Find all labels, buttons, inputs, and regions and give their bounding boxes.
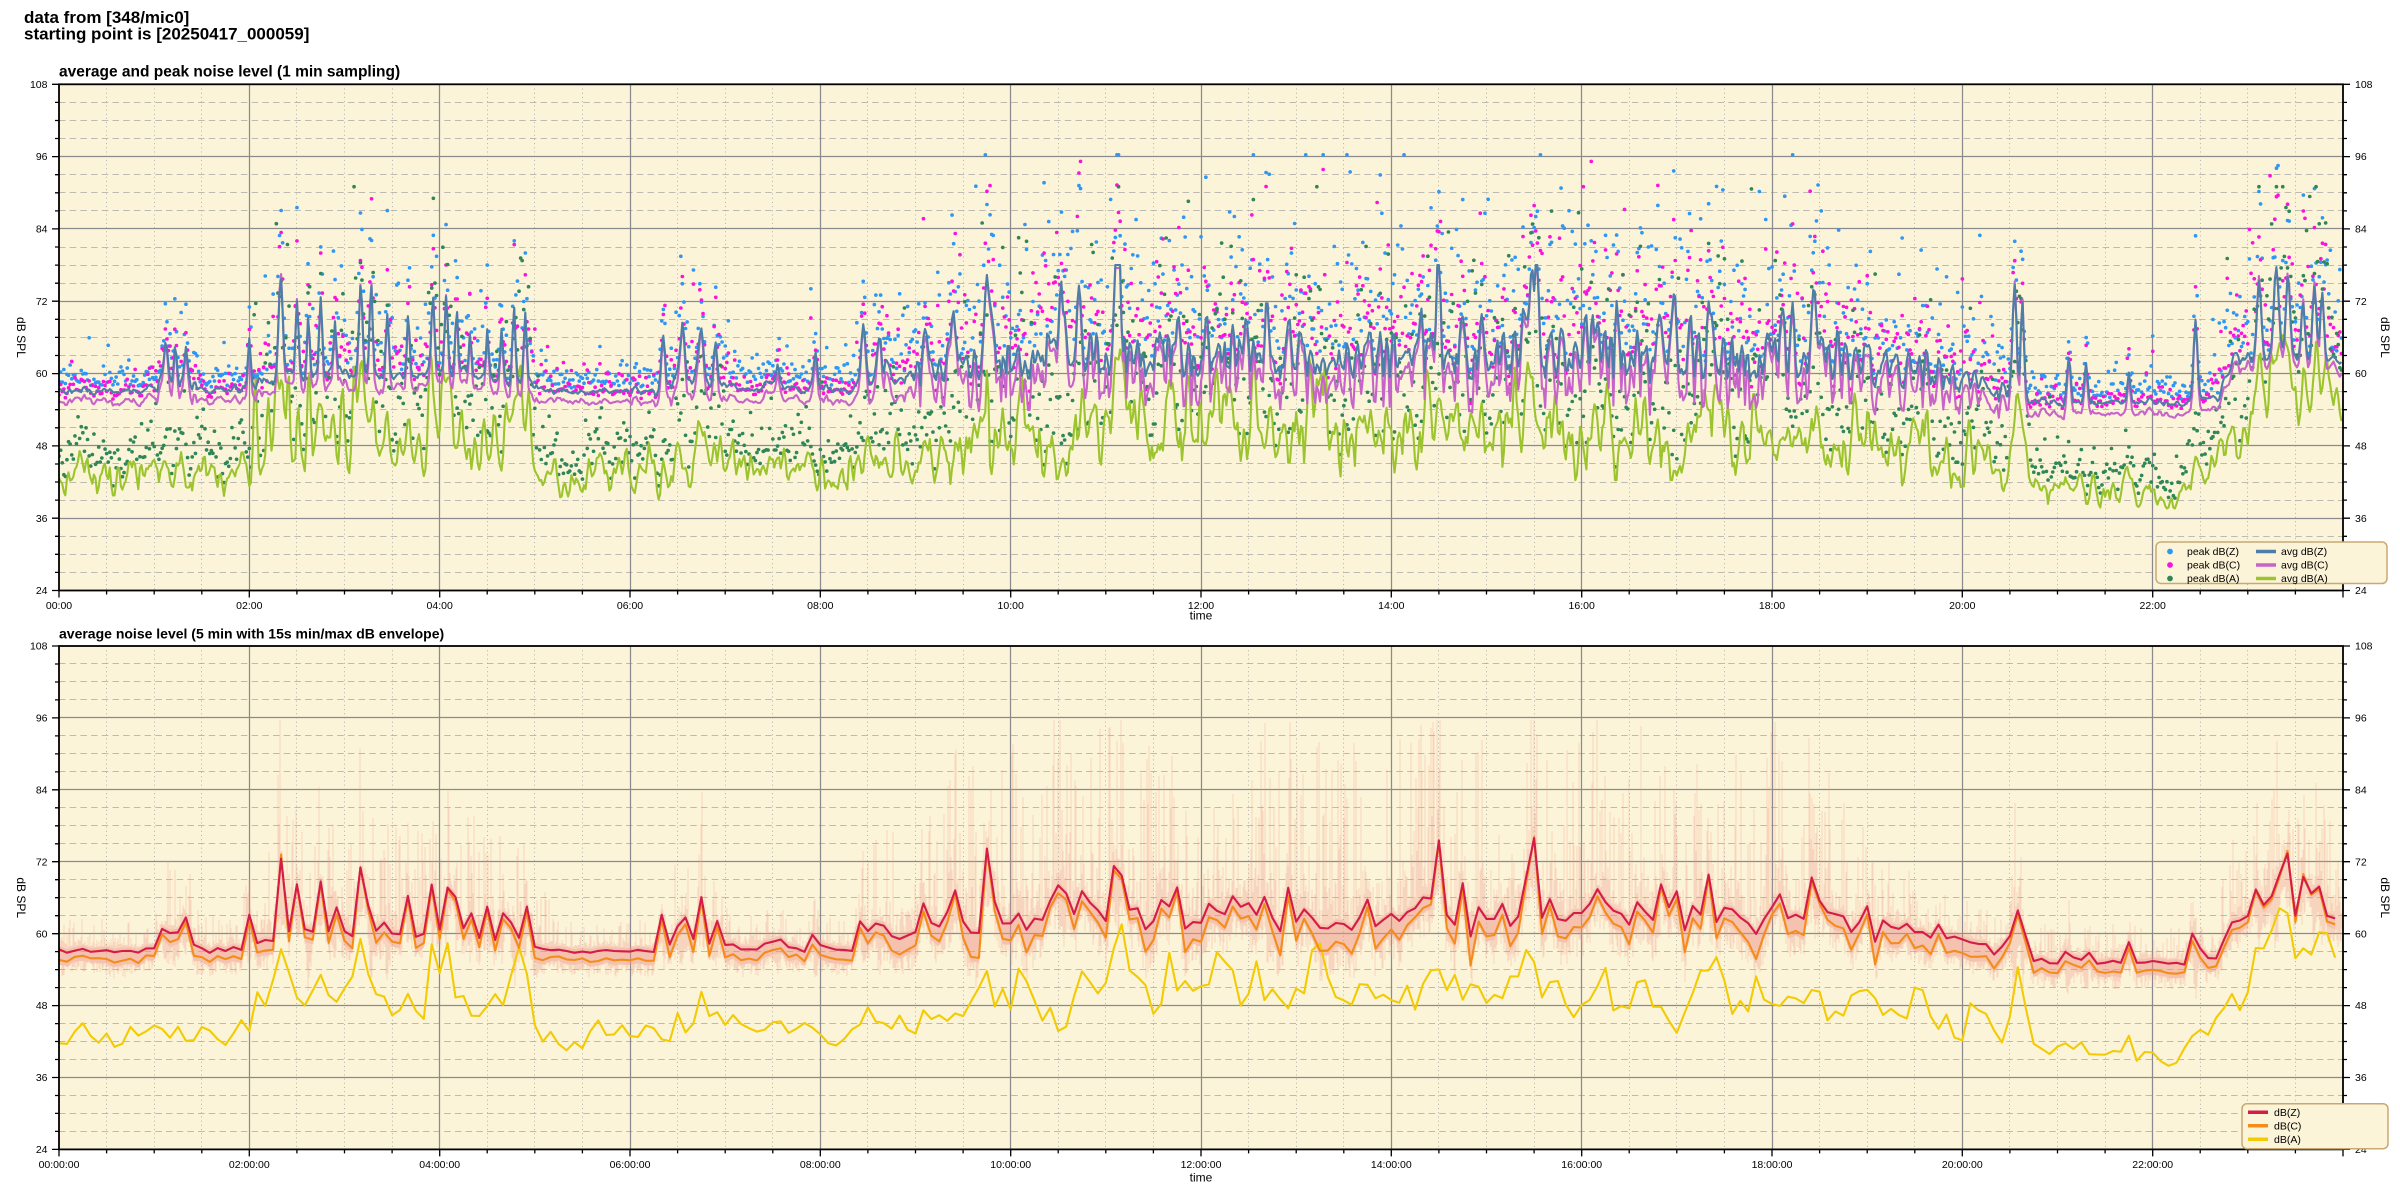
svg-text:72: 72 [36,296,48,308]
svg-text:02:00: 02:00 [236,600,262,612]
svg-text:12:00:00: 12:00:00 [1181,1159,1222,1171]
svg-text:dB SPL: dB SPL [2378,317,2392,358]
svg-text:14:00: 14:00 [1378,600,1404,612]
svg-text:72: 72 [2355,296,2367,308]
svg-text:14:00:00: 14:00:00 [1371,1159,1412,1171]
svg-text:84: 84 [2355,784,2367,796]
svg-text:18:00:00: 18:00:00 [1752,1159,1793,1171]
svg-text:18:00: 18:00 [1759,600,1785,612]
svg-text:60: 60 [2355,928,2367,940]
svg-text:dB SPL: dB SPL [14,317,28,358]
svg-text:06:00: 06:00 [617,600,643,612]
svg-text:60: 60 [36,368,48,380]
svg-text:84: 84 [36,224,48,236]
svg-text:24: 24 [2355,585,2367,597]
svg-text:36: 36 [2355,513,2367,525]
svg-text:108: 108 [30,641,48,653]
svg-text:108: 108 [2355,79,2373,91]
svg-text:02:00:00: 02:00:00 [229,1159,270,1171]
svg-text:avg dB(Z): avg dB(Z) [2281,546,2327,558]
svg-text:108: 108 [30,79,48,91]
svg-text:dB SPL: dB SPL [2378,877,2392,918]
svg-text:starting point is [20250417_00: starting point is [20250417_000059] [24,24,309,43]
svg-text:dB(C): dB(C) [2274,1121,2301,1133]
svg-text:72: 72 [2355,856,2367,868]
svg-text:60: 60 [2355,368,2367,380]
svg-text:96: 96 [36,151,48,163]
svg-text:96: 96 [2355,713,2367,725]
svg-text:dB(A): dB(A) [2274,1134,2301,1146]
svg-text:04:00: 04:00 [427,600,453,612]
svg-text:60: 60 [36,928,48,940]
svg-text:average noise level (5 min wit: average noise level (5 min with 15s min/… [59,625,444,641]
svg-text:08:00:00: 08:00:00 [800,1159,841,1171]
svg-text:10:00:00: 10:00:00 [990,1159,1031,1171]
svg-text:time: time [1190,609,1213,623]
svg-text:time: time [1190,1171,1213,1185]
svg-text:04:00:00: 04:00:00 [419,1159,460,1171]
svg-text:average and peak noise level (: average and peak noise level (1 min samp… [59,64,400,81]
svg-text:36: 36 [2355,1072,2367,1084]
svg-text:dB SPL: dB SPL [14,877,28,918]
svg-text:peak dB(C): peak dB(C) [2187,560,2240,572]
svg-text:avg dB(A): avg dB(A) [2281,573,2328,585]
svg-text:12:00: 12:00 [1188,600,1214,612]
svg-text:06:00:00: 06:00:00 [610,1159,651,1171]
svg-text:08:00: 08:00 [807,600,833,612]
svg-text:36: 36 [36,513,48,525]
svg-text:96: 96 [36,713,48,725]
svg-text:48: 48 [2355,441,2367,453]
svg-text:96: 96 [2355,151,2367,163]
svg-text:24: 24 [36,1144,48,1156]
svg-text:22:00: 22:00 [2140,600,2166,612]
svg-text:72: 72 [36,856,48,868]
svg-text:data from [348/mic0]: data from [348/mic0] [24,8,189,27]
svg-text:dB(Z): dB(Z) [2274,1107,2300,1119]
svg-text:24: 24 [36,585,48,597]
svg-text:48: 48 [36,441,48,453]
svg-text:00:00:00: 00:00:00 [39,1159,80,1171]
svg-text:48: 48 [36,1000,48,1012]
svg-text:84: 84 [2355,224,2367,236]
svg-text:avg dB(C): avg dB(C) [2281,560,2328,572]
svg-text:24: 24 [2355,1144,2367,1156]
svg-text:peak dB(A): peak dB(A) [2187,573,2240,585]
svg-text:00:00: 00:00 [46,600,72,612]
svg-text:peak dB(Z): peak dB(Z) [2187,546,2239,558]
svg-text:84: 84 [36,784,48,796]
svg-text:36: 36 [36,1072,48,1084]
svg-text:16:00: 16:00 [1569,600,1595,612]
svg-text:22:00:00: 22:00:00 [2132,1159,2173,1171]
svg-text:10:00: 10:00 [998,600,1024,612]
svg-text:16:00:00: 16:00:00 [1561,1159,1602,1171]
svg-text:20:00: 20:00 [1949,600,1975,612]
svg-text:108: 108 [2355,641,2373,653]
svg-text:20:00:00: 20:00:00 [1942,1159,1983,1171]
svg-text:48: 48 [2355,1000,2367,1012]
